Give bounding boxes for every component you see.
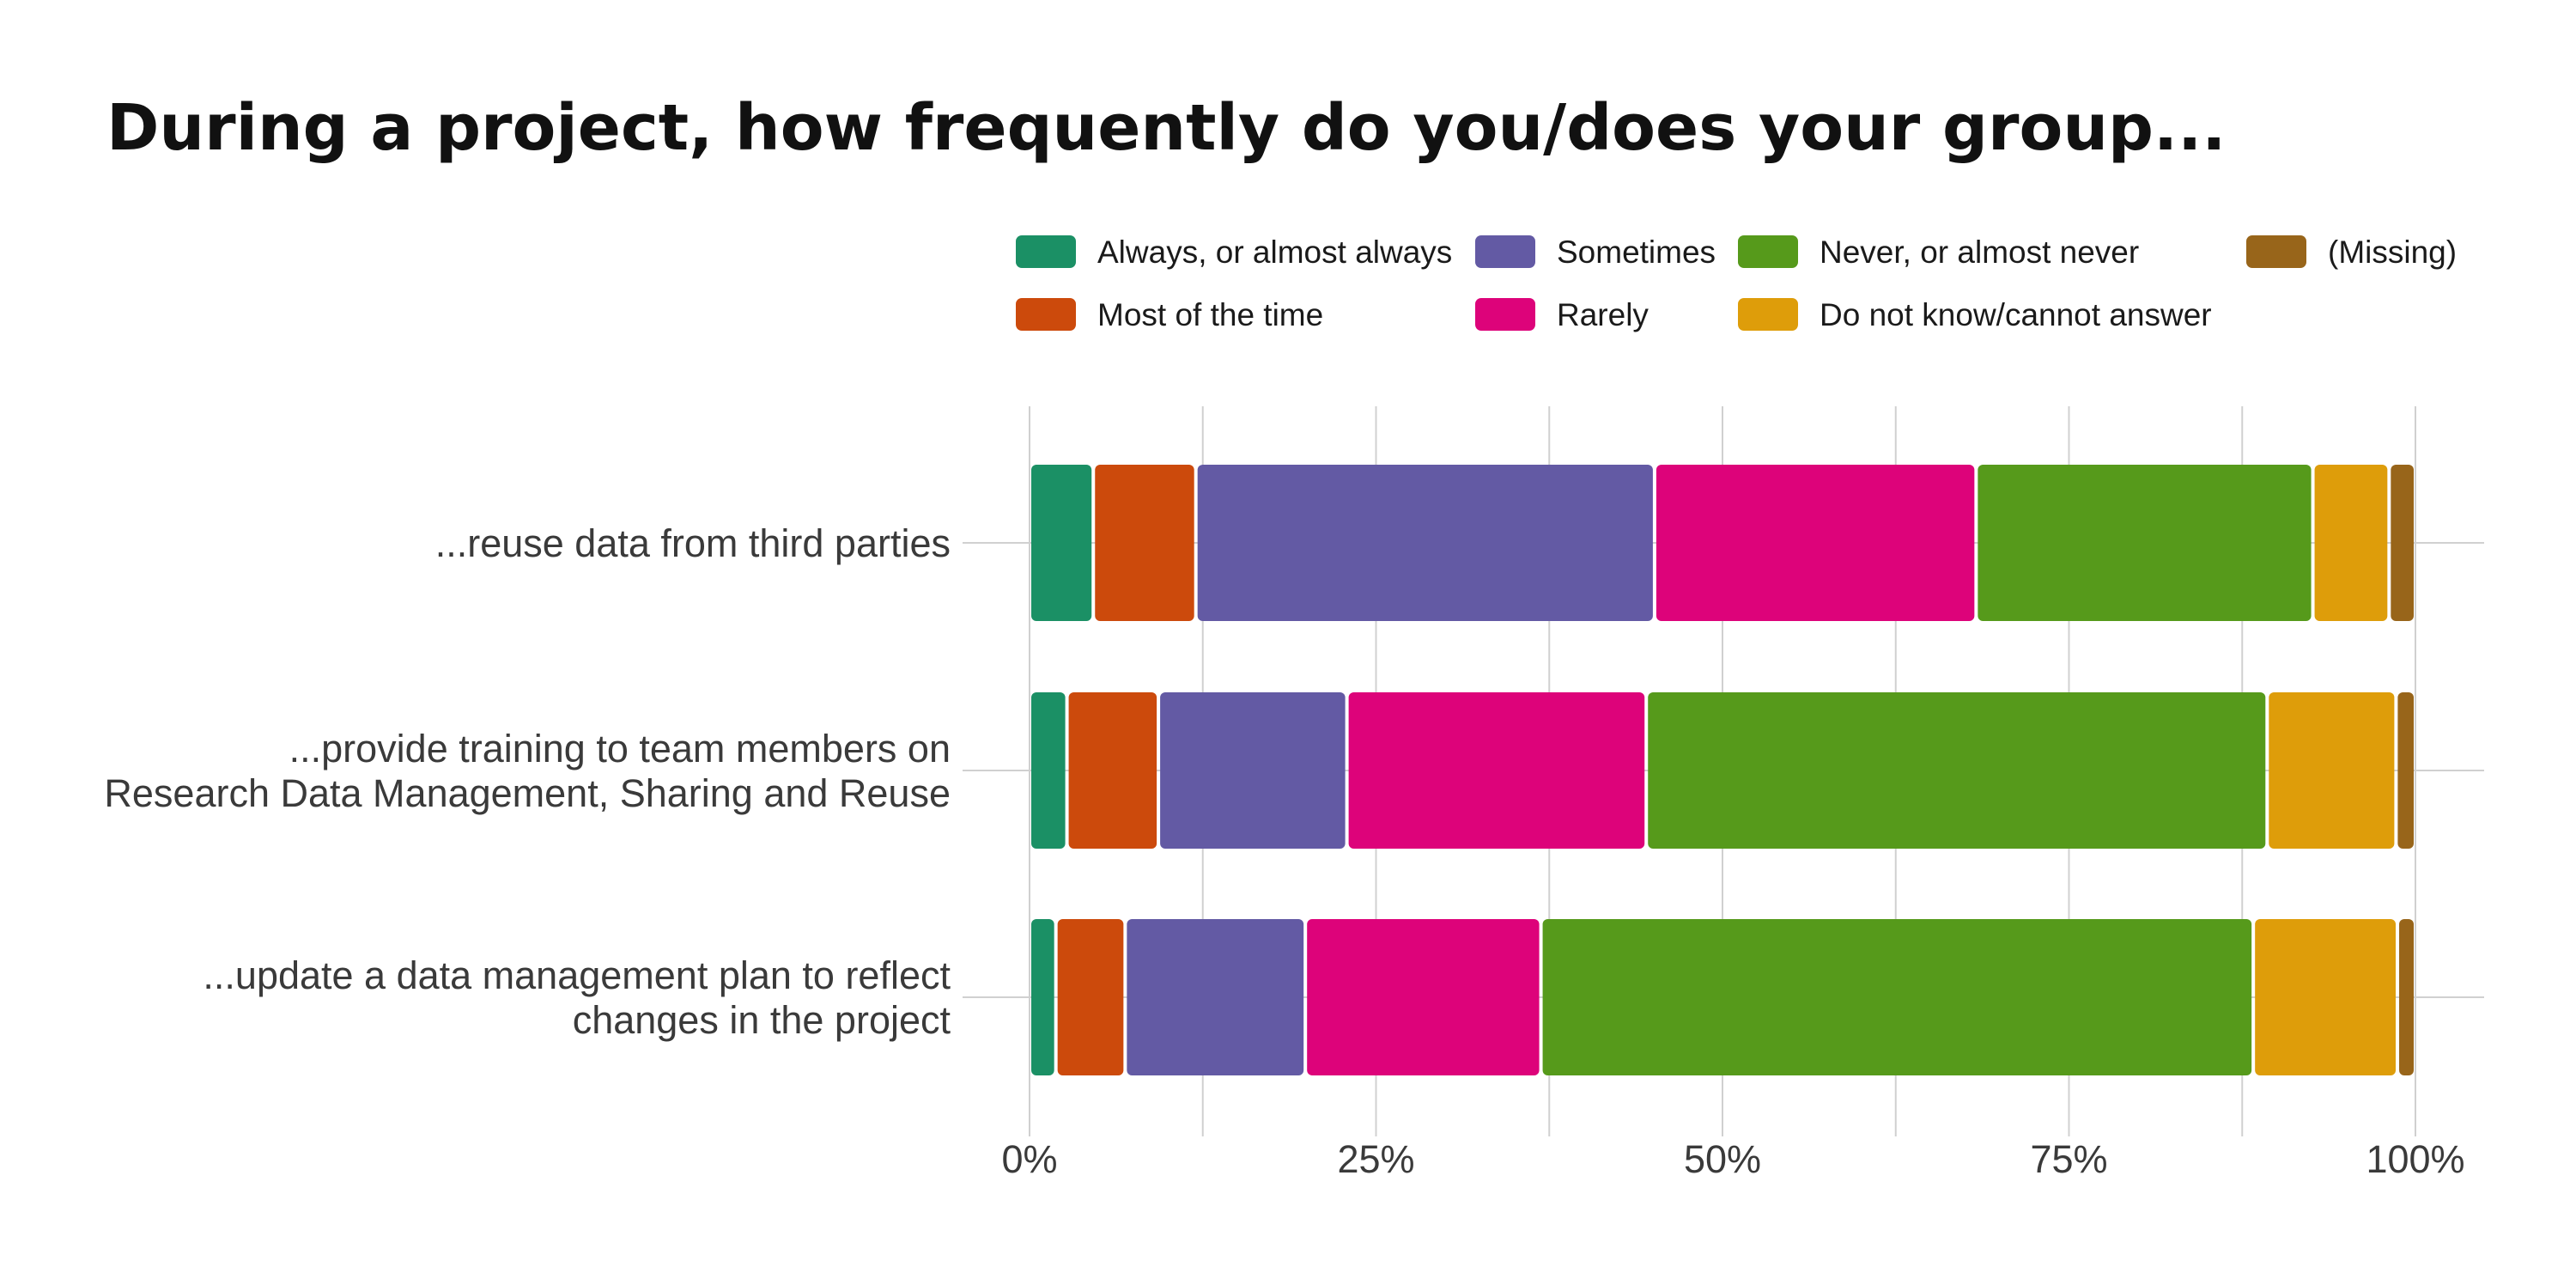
legend-item-rarely: Rarely [1475,297,1649,332]
category-label: ...update a data management plan to refl… [203,953,951,997]
category-label: ...provide training to team members on [289,727,951,770]
legend-swatch [2246,235,2306,268]
legend-item-missing: (Missing) [2246,234,2457,270]
legend-item-sometimes: Sometimes [1475,234,1716,270]
bar-segment-do-not-know-cannot-answer [2255,919,2397,1075]
bar-segment-missing [2391,465,2414,621]
bar-segment-always-or-almost-always [1031,919,1054,1075]
bar-segment-do-not-know-cannot-answer [2314,465,2388,621]
bar-segment-never-or-almost-never [1978,465,2312,621]
bar-segment-missing [2397,692,2414,849]
category-label: changes in the project [573,998,951,1042]
bar-segment-do-not-know-cannot-answer [2269,692,2395,849]
legend-item-most-of-the-time: Most of the time [1016,297,1323,332]
bar-segment-never-or-almost-never [1648,692,2266,849]
bar-segment-always-or-almost-always [1031,465,1092,621]
legend-item-always-or-almost-always: Always, or almost always [1016,234,1452,270]
legend-swatch [1475,235,1535,268]
legend-label: Always, or almost always [1097,234,1452,270]
legend-swatch [1738,235,1798,268]
bar-segment-sometimes [1197,465,1653,621]
legend-label: Do not know/cannot answer [1820,297,2212,332]
category-labels: ...reuse data from third parties ...provi… [104,521,951,1042]
bar-segment-sometimes [1160,692,1346,849]
bar-segment-most-of-the-time [1095,465,1194,621]
legend-label: Sometimes [1557,234,1716,270]
legend-swatch [1738,298,1798,331]
legend-item-never-or-almost-never: Never, or almost never [1738,234,2139,270]
bar-segment-sometimes [1127,919,1304,1075]
bars [1031,465,2414,1075]
bar-segment-rarely [1307,919,1540,1075]
bar-segment-never-or-almost-never [1542,919,2252,1075]
category-label: ...reuse data from third parties [435,521,951,565]
legend-swatch [1475,298,1535,331]
x-tick-label: 50% [1684,1137,1761,1181]
bar-segment-rarely [1656,465,1975,621]
legend-swatch [1016,235,1076,268]
chart-title: During a project, how frequently do you/… [106,91,2226,165]
legend-label: Rarely [1557,297,1649,332]
x-tick-label: 75% [2030,1137,2107,1181]
x-tick-label: 25% [1337,1137,1414,1181]
legend-swatch [1016,298,1076,331]
bar-segment-always-or-almost-always [1031,692,1066,849]
x-tick-label: 100% [2366,1137,2464,1181]
category-label: Research Data Management, Sharing and Re… [104,771,951,815]
legend-label: Most of the time [1097,297,1323,332]
bar-segment-most-of-the-time [1057,919,1124,1075]
legend: Always, or almost always Most of the time… [1016,234,2457,332]
legend-label: (Missing) [2328,234,2457,270]
bar-segment-missing [2399,919,2414,1075]
bar-segment-most-of-the-time [1068,692,1157,849]
bar-segment-rarely [1348,692,1645,849]
x-axis-ticks: 0% 25% 50% 75% 100% [1001,1137,2464,1181]
legend-item-do-not-know-cannot-answer: Do not know/cannot answer [1738,297,2212,332]
x-tick-label: 0% [1001,1137,1057,1181]
legend-label: Never, or almost never [1820,234,2139,270]
